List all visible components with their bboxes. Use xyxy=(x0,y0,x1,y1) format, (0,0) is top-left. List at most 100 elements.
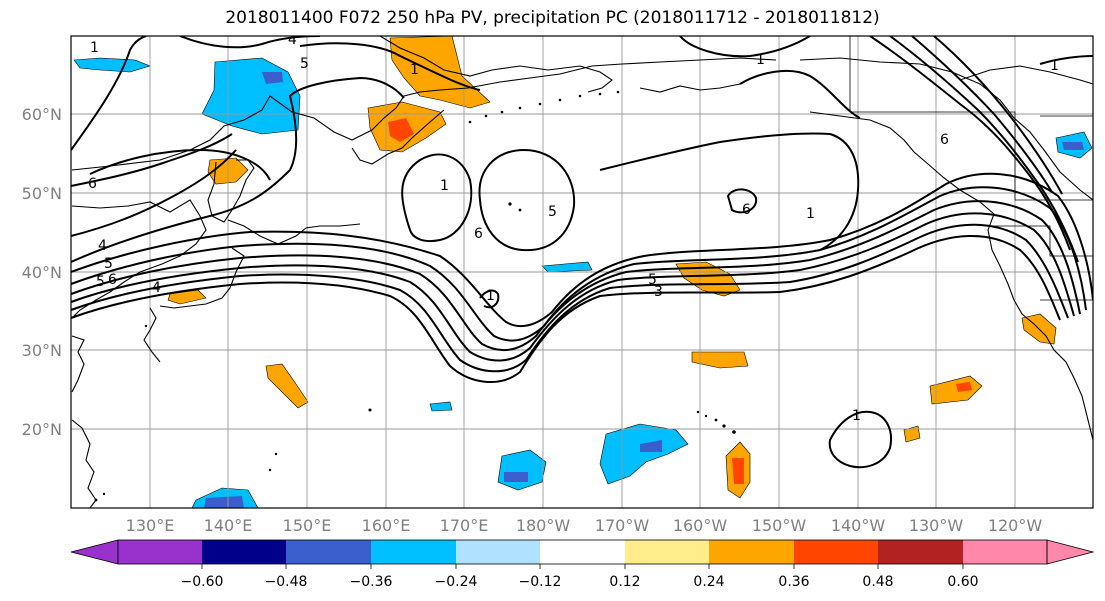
colorbar-tick-label: 0.12 xyxy=(609,574,640,590)
colorbar: −0.60 −0.48 −0.36 −0.24 −0.12 0.12 0.24 … xyxy=(70,539,1095,590)
lon-label: 180°W xyxy=(516,516,571,535)
coastline xyxy=(159,247,245,309)
contour-label: 4 xyxy=(288,32,297,48)
contour-label: 6 xyxy=(940,132,949,148)
contour-label: 1 xyxy=(486,288,495,304)
pv-contour xyxy=(911,36,1053,193)
pv-contour xyxy=(679,36,811,58)
pv-contour xyxy=(71,212,1075,362)
precip-neg-blob xyxy=(541,261,593,273)
colorbar-tick-label: −0.48 xyxy=(265,574,308,590)
pv-contours xyxy=(71,36,1093,469)
contour-label: 5 xyxy=(96,274,105,290)
precip-pos-blob xyxy=(903,425,921,443)
contour-label: 1 xyxy=(410,62,419,78)
contour-label: 5 xyxy=(104,256,113,272)
contour-labels: 1 4 5 1 1 6 1 1 5 6 1 5 6 4 5 4 6 5 3 1 xyxy=(88,32,1059,424)
pv-contour xyxy=(1039,55,1093,65)
precip-pos-blob xyxy=(265,363,309,409)
lat-label: 30°N xyxy=(22,341,62,360)
precip-neg-core xyxy=(1062,142,1084,150)
precip-neg-core xyxy=(262,72,283,84)
precip-neg-blob xyxy=(73,57,151,73)
contour-label: 1 xyxy=(90,40,99,56)
precip-pos-core xyxy=(388,118,414,142)
precip-neg-core xyxy=(504,472,528,482)
pv-contour xyxy=(71,133,233,187)
pv-contour xyxy=(71,186,1087,342)
contour-label: 1 xyxy=(756,52,765,68)
pv-contour xyxy=(401,153,473,242)
contour-label: 5 xyxy=(548,204,557,220)
contour-label: 3 xyxy=(654,284,663,300)
pv-contour xyxy=(71,36,147,151)
colorbar-frame xyxy=(117,539,1048,565)
contour-label: 1 xyxy=(852,408,861,424)
boundary-line xyxy=(984,225,1093,257)
colorbar-tick-label: −0.36 xyxy=(350,574,393,590)
colorbar-tick-label: 0.36 xyxy=(778,574,809,590)
colorbar-extend-min xyxy=(70,539,119,565)
colorbar-swatch xyxy=(118,540,202,564)
precip-neg-blob xyxy=(429,401,453,412)
pv-contour xyxy=(71,223,1069,373)
lon-label: 140°E xyxy=(204,516,253,535)
coastline xyxy=(959,65,1093,85)
precip-neg-core xyxy=(204,496,244,508)
coastline xyxy=(379,36,613,93)
contour-label: 6 xyxy=(108,272,117,288)
island-chains xyxy=(94,90,736,502)
lon-label: 130°W xyxy=(909,516,964,535)
contour-label: 1 xyxy=(1050,58,1059,74)
coastline xyxy=(799,57,1093,201)
coastlines xyxy=(71,36,1093,508)
colorbar-swatch xyxy=(540,540,625,564)
colorbar-swatch xyxy=(202,540,286,564)
precip-pos-blob xyxy=(167,289,207,305)
coastline xyxy=(71,57,777,171)
pv-contour xyxy=(869,36,1071,251)
contour-label: 5 xyxy=(648,272,657,288)
colorbar-extend-max xyxy=(1046,539,1095,565)
pv-contour xyxy=(71,234,1061,383)
chart-title: 2018011400 F072 250 hPa PV, precipitatio… xyxy=(225,8,880,28)
pv-contour xyxy=(71,149,237,237)
lon-label: 170°W xyxy=(595,516,650,535)
lon-label: 150°E xyxy=(283,516,332,535)
pv-contour xyxy=(478,148,576,252)
colorbar-tick-label: 0.48 xyxy=(862,574,893,590)
colorbar-tick-label: −0.24 xyxy=(435,574,478,590)
contour-label: 4 xyxy=(152,280,161,296)
contour-label: 1 xyxy=(440,178,449,194)
lat-label: 20°N xyxy=(22,420,62,439)
colorbar-swatch xyxy=(625,540,709,564)
coastline xyxy=(227,219,361,245)
colorbar-swatch xyxy=(794,540,878,564)
lon-label: 160°W xyxy=(673,516,728,535)
pv-contour xyxy=(89,148,271,181)
colorbar-tick-labels: −0.60 −0.48 −0.36 −0.24 −0.12 0.12 0.24 … xyxy=(181,574,979,590)
pv-contour xyxy=(71,76,405,263)
colorbar-swatch xyxy=(963,540,1047,564)
lat-label: 40°N xyxy=(22,263,62,282)
colorbar-tick-label: 0.24 xyxy=(693,574,724,590)
colorbar-swatch xyxy=(709,540,794,564)
coastline xyxy=(71,419,97,508)
pv-contour xyxy=(299,42,481,91)
map-frame xyxy=(70,35,1094,509)
colorbar-swatch xyxy=(456,540,540,564)
contour-label: 1 xyxy=(806,206,815,222)
coastline xyxy=(143,307,161,363)
coastline xyxy=(809,111,1093,441)
pv-contour xyxy=(828,410,892,469)
pv-contour xyxy=(933,36,1063,195)
coastline xyxy=(71,199,207,319)
map-panel: 1 4 5 1 1 6 1 1 5 6 1 5 6 4 5 4 6 5 3 1 xyxy=(22,32,1094,535)
lon-label: 150°W xyxy=(752,516,807,535)
lat-label: 50°N xyxy=(22,184,62,203)
contour-label: 6 xyxy=(474,226,483,242)
colorbar-swatch xyxy=(371,540,456,564)
latitude-labels: 60°N 50°N 40°N 30°N 20°N xyxy=(22,105,62,439)
colorbar-tick-label: 0.60 xyxy=(947,574,978,590)
pv-contour xyxy=(889,36,1079,263)
